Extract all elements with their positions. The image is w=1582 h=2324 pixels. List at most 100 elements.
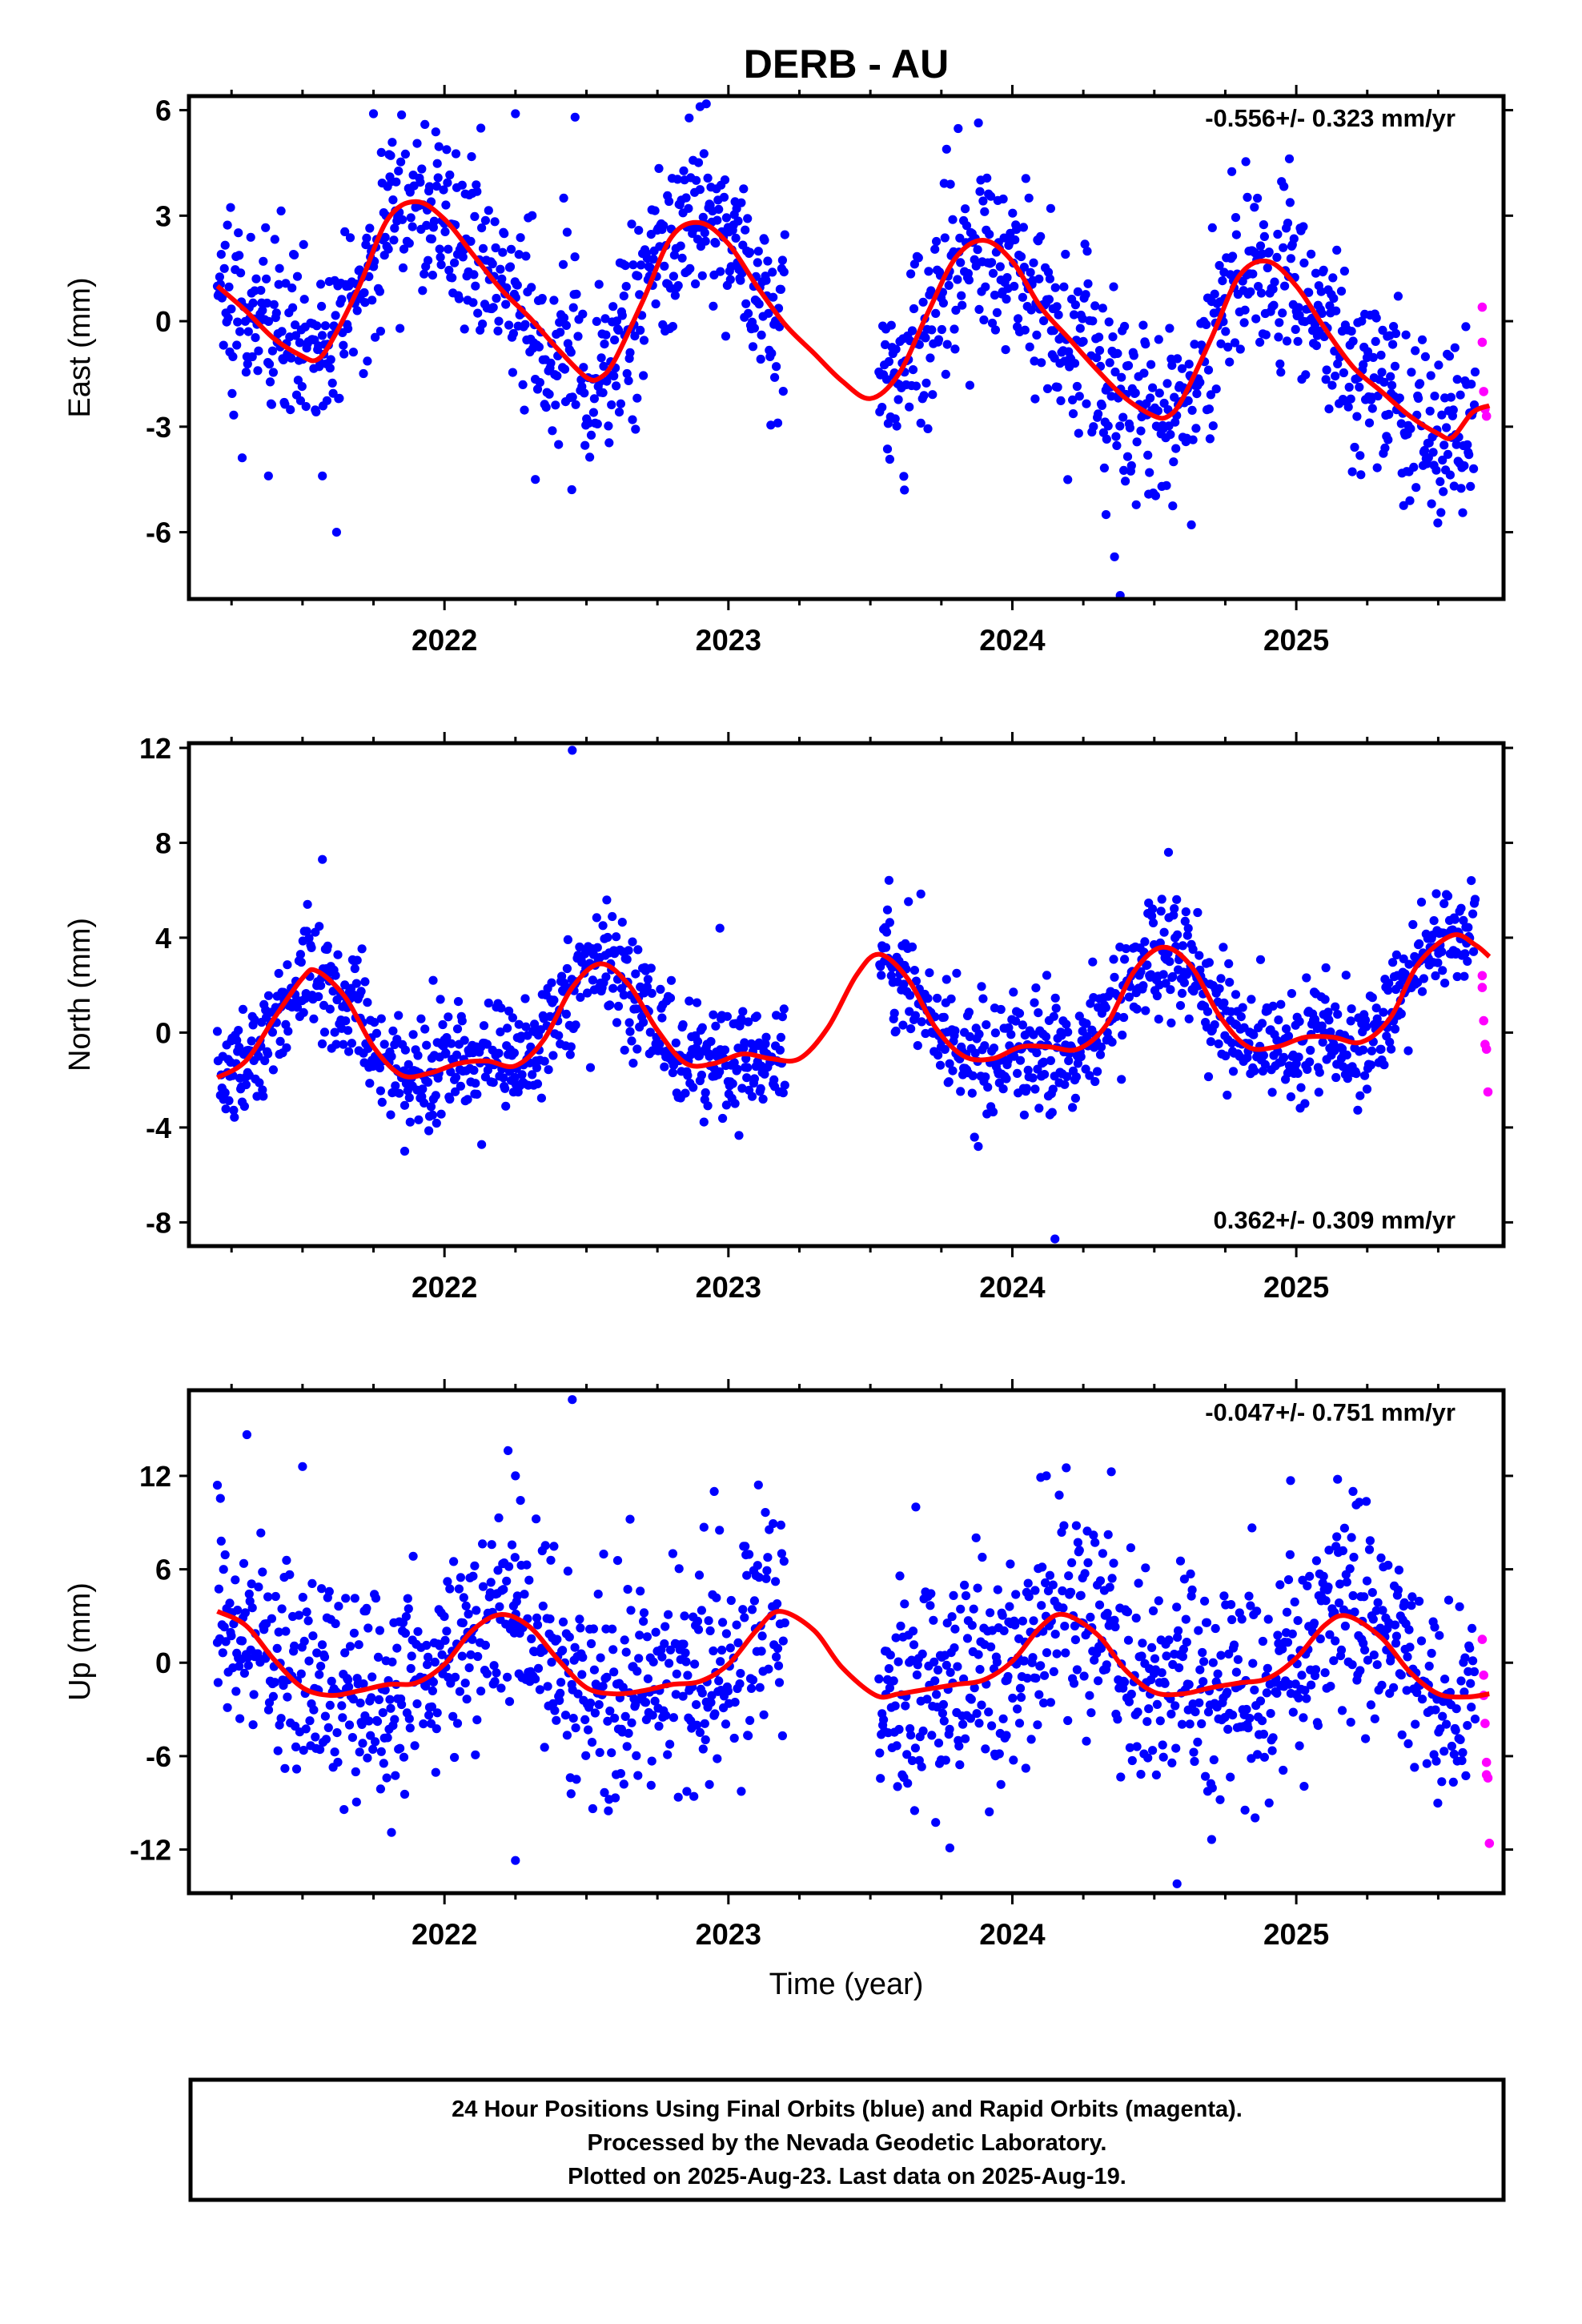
east-final-point [1255, 241, 1266, 251]
up-final-point [1203, 1707, 1214, 1717]
up-final-point [1123, 1635, 1134, 1645]
north-final-point [1249, 1030, 1259, 1039]
up-final-point [949, 1590, 958, 1600]
north-final-point [1019, 1110, 1029, 1120]
east-final-point [1074, 392, 1084, 401]
north-rapid-point [1481, 1044, 1492, 1054]
east-final-point [571, 400, 580, 409]
up-y-tick-label: 0 [155, 1647, 171, 1679]
east-final-point [397, 110, 407, 120]
east-final-point [1433, 518, 1443, 528]
up-final-point [1219, 1591, 1229, 1601]
up-final-point [879, 1715, 889, 1724]
up-final-point [1346, 1718, 1355, 1727]
up-final-point [1199, 1657, 1209, 1667]
east-final-point [635, 290, 644, 300]
east-final-point [630, 332, 640, 341]
east-final-point [1018, 223, 1028, 232]
up-final-point [643, 1674, 653, 1683]
east-final-point [1125, 423, 1134, 432]
east-final-point [1336, 287, 1347, 296]
up-final-point [1015, 1683, 1026, 1693]
up-final-point [332, 1728, 342, 1738]
up-final-point [1273, 1630, 1283, 1640]
north-final-point [1002, 1074, 1011, 1084]
east-final-point [1206, 390, 1215, 400]
up-final-point [219, 1622, 229, 1632]
east-final-point [961, 204, 970, 214]
east-final-point [1293, 336, 1303, 346]
north-final-point [1156, 907, 1166, 916]
up-final-point [640, 1698, 651, 1707]
east-final-point [1059, 282, 1069, 292]
east-final-point [1393, 292, 1403, 301]
east-final-point [1270, 277, 1279, 287]
up-final-point [616, 1769, 626, 1779]
east-final-point [251, 274, 261, 283]
east-final-point [1372, 463, 1382, 472]
north-final-point [377, 1097, 387, 1107]
east-final-point [472, 187, 482, 196]
up-final-point [1198, 1647, 1207, 1658]
east-final-point [562, 227, 572, 237]
east-final-point [1078, 314, 1087, 324]
east-final-point [767, 348, 777, 358]
north-final-point [1032, 1048, 1042, 1058]
east-final-point [580, 388, 589, 398]
east-final-point [398, 215, 408, 224]
east-rapid-point [1479, 387, 1488, 396]
east-final-point [927, 325, 937, 335]
up-final-point [220, 1550, 230, 1560]
north-final-point [1157, 895, 1166, 904]
up-final-point [672, 1669, 681, 1679]
east-final-point [965, 380, 974, 390]
up-final-point [627, 1718, 636, 1727]
east-final-point [769, 292, 778, 302]
up-final-point [1468, 1623, 1477, 1633]
east-final-point [911, 381, 921, 391]
up-final-point [903, 1779, 913, 1788]
up-final-point [510, 1553, 520, 1562]
east-final-point [237, 453, 247, 463]
north-final-point [1022, 1084, 1031, 1093]
up-final-point [345, 1642, 355, 1651]
north-final-point [1283, 1031, 1294, 1041]
east-final-point [1111, 432, 1121, 441]
north-final-point [778, 1088, 788, 1098]
east-final-point [1452, 440, 1461, 449]
east-final-point [1141, 340, 1150, 349]
north-final-point [260, 1055, 270, 1066]
east-final-point [322, 396, 331, 405]
up-final-point [1335, 1598, 1344, 1608]
north-final-point [877, 971, 886, 980]
north-final-point [718, 1113, 728, 1124]
up-final-point [1046, 1698, 1055, 1707]
east-final-point [556, 328, 565, 337]
north-final-point [317, 1039, 327, 1049]
north-final-point [254, 1051, 263, 1061]
up-final-point [375, 1784, 385, 1794]
east-final-point [713, 215, 722, 225]
east-final-point [1227, 167, 1237, 176]
up-final-point [681, 1648, 690, 1658]
up-final-point [379, 1759, 388, 1768]
east-final-point [610, 335, 620, 345]
up-final-point [1383, 1560, 1393, 1570]
north-final-point [1384, 979, 1394, 988]
north-final-point [612, 932, 621, 942]
up-final-point [1303, 1581, 1312, 1590]
up-final-point [545, 1614, 555, 1624]
up-final-point [1307, 1680, 1316, 1690]
up-final-point [1227, 1600, 1236, 1610]
up-final-point [383, 1733, 392, 1743]
up-final-point [427, 1702, 437, 1711]
up-final-point [1098, 1549, 1107, 1558]
up-final-point [1458, 1747, 1468, 1758]
north-final-point [925, 968, 934, 978]
east-final-point [468, 298, 478, 308]
up-final-point [1323, 1582, 1333, 1592]
up-final-point [493, 1566, 503, 1575]
north-final-point [1463, 956, 1472, 966]
north-final-point [1467, 876, 1476, 886]
